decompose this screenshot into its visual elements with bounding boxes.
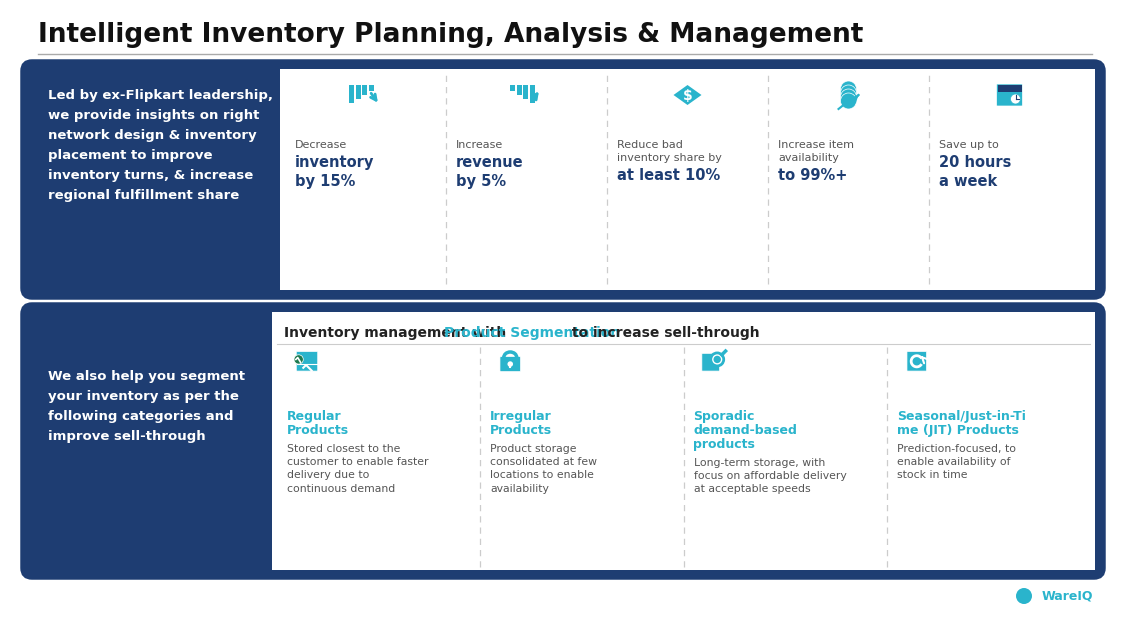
Text: revenue
by 5%: revenue by 5%: [456, 155, 524, 189]
Text: Prediction-focused, to
enable availability of
stock in time: Prediction-focused, to enable availabili…: [897, 444, 1016, 480]
Text: Stored closest to the
customer to enable faster
delivery due to
continuous deman: Stored closest to the customer to enable…: [287, 444, 428, 494]
Text: at least 10%: at least 10%: [617, 168, 720, 183]
Text: inventory
by 15%: inventory by 15%: [294, 155, 374, 189]
Circle shape: [841, 89, 856, 105]
Text: Products: Products: [287, 424, 350, 437]
Text: 20 hours
a week: 20 hours a week: [939, 155, 1012, 189]
Text: Product Segmentation: Product Segmentation: [444, 326, 620, 340]
Text: Products: Products: [490, 424, 552, 437]
Text: WareIQ: WareIQ: [1042, 590, 1094, 602]
Text: Long-term storage, with
focus on affordable delivery
at acceptable speeds: Long-term storage, with focus on afforda…: [694, 458, 846, 494]
FancyBboxPatch shape: [22, 304, 1104, 578]
Circle shape: [710, 353, 724, 366]
Text: products: products: [694, 438, 755, 451]
Polygon shape: [673, 85, 701, 105]
Text: $: $: [682, 89, 692, 103]
Bar: [517, 85, 522, 95]
Text: Decrease: Decrease: [294, 140, 347, 150]
Text: We also help you segment
your inventory as per the
following categories and
impr: We also help you segment your inventory …: [48, 370, 245, 443]
FancyBboxPatch shape: [272, 312, 1090, 570]
Bar: [348, 85, 354, 103]
Circle shape: [294, 355, 303, 364]
Bar: [997, 85, 1022, 92]
FancyBboxPatch shape: [297, 351, 318, 371]
Text: Intelligent Inventory Planning, Analysis & Management: Intelligent Inventory Planning, Analysis…: [38, 22, 863, 48]
Bar: [362, 85, 368, 95]
Text: Increase item
availability: Increase item availability: [778, 140, 854, 163]
Text: Seasonal/Just-in-Ti: Seasonal/Just-in-Ti: [897, 410, 1025, 423]
Bar: [272, 312, 1095, 570]
Text: to increase sell-through: to increase sell-through: [566, 326, 760, 340]
Bar: [529, 85, 535, 103]
Bar: [355, 85, 361, 99]
Bar: [369, 85, 373, 91]
FancyBboxPatch shape: [280, 69, 1090, 290]
Text: me (JIT) Products: me (JIT) Products: [897, 424, 1018, 437]
Circle shape: [841, 81, 856, 97]
Text: Product storage
consolidated at few
locations to enable
availability: Product storage consolidated at few loca…: [490, 444, 597, 494]
Text: Inventory management with: Inventory management with: [284, 326, 511, 340]
Text: Irregular: Irregular: [490, 410, 552, 423]
Text: Sporadic: Sporadic: [694, 410, 755, 423]
Circle shape: [507, 362, 513, 367]
FancyBboxPatch shape: [701, 353, 719, 371]
Text: Increase: Increase: [456, 140, 504, 150]
Text: to 99%+: to 99%+: [778, 168, 847, 183]
Circle shape: [841, 93, 856, 109]
Text: Regular: Regular: [287, 410, 342, 423]
Text: Reduce bad
inventory share by: Reduce bad inventory share by: [617, 140, 722, 163]
FancyBboxPatch shape: [997, 84, 1023, 106]
FancyBboxPatch shape: [907, 351, 926, 371]
Circle shape: [841, 85, 856, 101]
Bar: [280, 69, 1095, 290]
Circle shape: [714, 356, 720, 363]
Circle shape: [1016, 588, 1032, 604]
FancyBboxPatch shape: [22, 61, 1104, 298]
Bar: [523, 85, 528, 99]
Text: Led by ex-Flipkart leadership,
we provide insights on right
network design & inv: Led by ex-Flipkart leadership, we provid…: [48, 89, 273, 202]
Text: Save up to: Save up to: [939, 140, 999, 150]
Text: demand-based: demand-based: [694, 424, 797, 437]
FancyBboxPatch shape: [500, 356, 520, 372]
Circle shape: [1010, 94, 1021, 104]
Bar: [510, 85, 515, 91]
